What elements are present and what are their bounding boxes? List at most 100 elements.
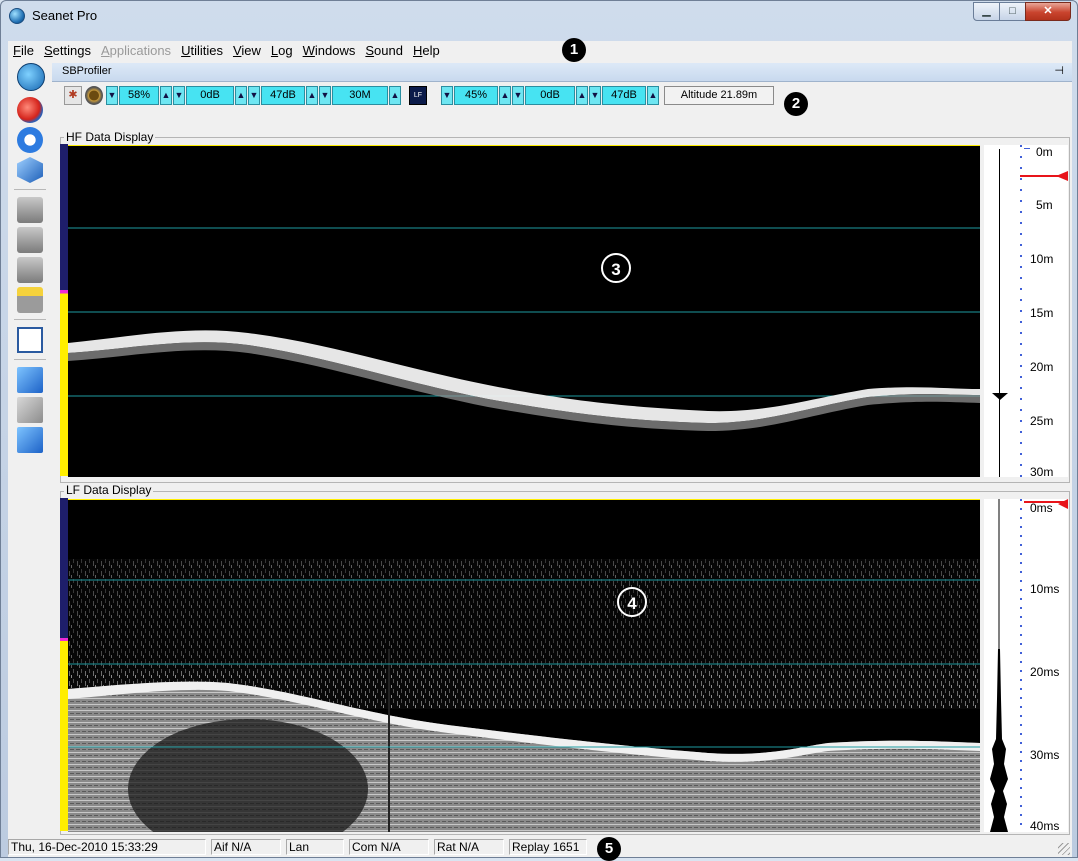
hf-scale-label: 5m [1036, 198, 1053, 212]
callout-3: 3 [601, 253, 631, 283]
callout-1: 1 [562, 38, 586, 62]
seanet-app-icon [9, 8, 25, 24]
lf-level-down-button[interactable]: ▼ [589, 86, 601, 105]
hf-scale-label: 25m [1030, 414, 1054, 428]
status-replay: Replay 1651 [509, 839, 587, 855]
menu-utilities[interactable]: Utilities [181, 43, 223, 58]
hf-scale-label: 20m [1030, 360, 1054, 374]
lf-sonar-image: 4 [68, 499, 980, 832]
menu-bar: File Settings Applications Utilities Vie… [8, 41, 1072, 61]
lf-display-label: LF Data Display [64, 483, 154, 497]
menu-sound[interactable]: Sound [365, 43, 403, 58]
hf-altitude-marker [992, 393, 1008, 400]
toolbar-separator [14, 359, 46, 360]
status-lan: Lan [286, 839, 344, 855]
left-toolbar [8, 63, 52, 833]
monitor-display-icon[interactable] [17, 427, 43, 453]
lf-level-up-button[interactable]: ▲ [647, 86, 659, 105]
hf-range-value[interactable]: 30M [332, 86, 388, 105]
lf-gain-value[interactable]: 45% [454, 86, 498, 105]
lf-contrast-down-button[interactable]: ▼ [512, 86, 524, 105]
sbprofiler-panel-header: SBProfiler ⊣ [52, 63, 1072, 82]
window-title: Seanet Pro [32, 8, 98, 23]
control-bar: ✱ ▼ 58% ▲ ▼ 0dB ▲ ▼ 47dB ▲ ▼ 30M ▲ LF ▼ … [52, 82, 1072, 109]
sonar-launch-icon[interactable] [17, 63, 45, 91]
status-aif: Aif N/A [211, 839, 281, 855]
hf-range-up-button[interactable]: ▲ [389, 86, 401, 105]
lf-scale-label: 0ms [1030, 501, 1053, 515]
menu-log[interactable]: Log [270, 43, 293, 58]
lf-scale-label: 40ms [1030, 819, 1060, 832]
lf-scale-label: 20ms [1030, 665, 1060, 679]
title-bar[interactable]: Seanet Pro ▁ □ ✕ [1, 1, 1077, 31]
hf-scale-label: 10m [1030, 252, 1054, 266]
transducer-icon[interactable]: ✱ [64, 86, 82, 105]
hf-scale-label: 15m [1030, 306, 1054, 320]
menu-windows[interactable]: Windows [302, 43, 356, 58]
printer-icon[interactable] [17, 197, 43, 223]
hf-scale-label: 0m [1036, 145, 1053, 159]
maximize-button[interactable]: □ [999, 2, 1026, 21]
minimize-button[interactable]: ▁ [973, 2, 1000, 21]
stop-icon[interactable] [17, 127, 43, 153]
altitude-readout: Altitude 21.89m [664, 86, 774, 105]
hf-contrast-down-button[interactable]: ▼ [173, 86, 185, 105]
menu-file[interactable]: File [13, 43, 34, 58]
hf-gain-down-button[interactable]: ▼ [106, 86, 118, 105]
menu-applications: Applications [100, 43, 172, 58]
hf-red-marker [1056, 171, 1068, 181]
lf-gain-up-button[interactable]: ▲ [499, 86, 511, 105]
hf-display-label: HF Data Display [64, 130, 156, 144]
lf-time-scale: 0ms 10ms 20ms 30ms 40ms [984, 499, 1068, 832]
hf-scale-ticks [1020, 145, 1022, 477]
lf-sonar-svg [68, 499, 980, 832]
hf-depth-axis [999, 149, 1000, 477]
printer-settings-icon[interactable] [17, 227, 43, 253]
hf-contrast-up-button[interactable]: ▲ [235, 86, 247, 105]
lf-toggle-icon[interactable]: LF [409, 86, 427, 105]
hf-level-value[interactable]: 47dB [261, 86, 305, 105]
lf-level-value[interactable]: 47dB [602, 86, 646, 105]
hf-level-down-button[interactable]: ▼ [248, 86, 260, 105]
hf-color-bar [60, 144, 68, 476]
hf-depth-scale: 0m 5m 10m 15m 20m 25m 30m [984, 145, 1068, 477]
close-button[interactable]: ✕ [1025, 2, 1071, 21]
sonar-head-icon[interactable] [85, 86, 103, 105]
status-com: Com N/A [349, 839, 429, 855]
menu-help[interactable]: Help [412, 43, 440, 58]
hf-contrast-value[interactable]: 0dB [186, 86, 234, 105]
window-layout-icon[interactable] [17, 327, 43, 353]
callout-4: 4 [617, 587, 647, 617]
hf-scale-label: 30m [1030, 465, 1054, 477]
lf-gain-down-button[interactable]: ▼ [441, 86, 453, 105]
lf-contrast-up-button[interactable]: ▲ [576, 86, 588, 105]
hf-gain-value[interactable]: 58% [119, 86, 159, 105]
status-bar: Thu, 16-Dec-2010 15:33:29 Aif N/A Lan Co… [8, 837, 1072, 857]
menu-settings[interactable]: Settings [43, 43, 91, 58]
lf-red-marker [1058, 499, 1068, 509]
panel-title: SBProfiler [62, 65, 112, 77]
hf-range-down-button[interactable]: ▼ [319, 86, 331, 105]
printer-lightning-icon[interactable] [17, 287, 43, 313]
hf-gain-up-button[interactable]: ▲ [160, 86, 172, 105]
hf-sonar-image: 3 [68, 145, 980, 477]
lf-contrast-value[interactable]: 0dB [525, 86, 575, 105]
lf-scale-label: 10ms [1030, 582, 1060, 596]
status-rat: Rat N/A [434, 839, 504, 855]
hf-sonar-svg [68, 145, 980, 431]
client-area: File Settings Applications Utilities Vie… [8, 38, 1072, 861]
pin-icon[interactable]: ⊣ [1054, 65, 1064, 77]
menu-view[interactable]: View [232, 43, 261, 58]
resize-grip[interactable] [1058, 843, 1070, 855]
monitor-disabled-icon[interactable] [17, 397, 43, 423]
lf-color-bar [60, 498, 68, 831]
lf-red-depth-line [1024, 501, 1068, 503]
cube-icon[interactable] [17, 157, 43, 183]
monitor-settings-icon[interactable] [17, 367, 43, 393]
hf-level-up-button[interactable]: ▲ [306, 86, 318, 105]
record-icon[interactable] [17, 97, 43, 123]
lf-scale-label: 30ms [1030, 748, 1060, 762]
toolbar-separator [14, 319, 46, 320]
printer-preview-icon[interactable] [17, 257, 43, 283]
